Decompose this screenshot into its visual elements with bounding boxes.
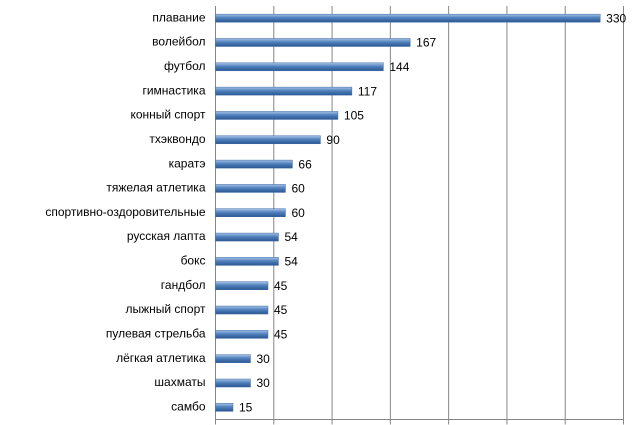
- value-label: 144: [389, 60, 409, 74]
- value-label: 45: [274, 328, 288, 342]
- value-label: 30: [256, 376, 270, 390]
- bar: [215, 378, 251, 388]
- y-tick-label: футбол: [164, 59, 206, 73]
- y-tick-label: лыжный спорт: [125, 302, 206, 316]
- value-label: 45: [274, 279, 288, 293]
- value-label: 60: [291, 182, 305, 196]
- y-tick-label: русская лапта: [127, 229, 206, 243]
- bar: [215, 38, 411, 47]
- y-tick-label: гандбол: [161, 278, 206, 292]
- y-tick-label: волейбол: [152, 35, 205, 49]
- value-label: 90: [326, 133, 340, 147]
- y-tick-label: тяжелая атлетика: [106, 181, 205, 195]
- bar: [215, 86, 353, 96]
- bar: [215, 184, 286, 193]
- y-tick-label: каратэ: [169, 156, 206, 170]
- value-label: 60: [291, 206, 305, 220]
- bar: [215, 281, 269, 290]
- y-tick-label: самбо: [171, 400, 206, 414]
- value-label: 15: [239, 401, 253, 415]
- value-label: 66: [298, 157, 312, 171]
- bar: [215, 305, 269, 315]
- value-label: 330: [606, 11, 626, 25]
- bar: [215, 208, 286, 217]
- y-tick-label: конный спорт: [130, 108, 206, 122]
- y-tick-label: тхэквондо: [149, 132, 205, 146]
- bar: [215, 330, 269, 339]
- value-label: 117: [358, 84, 377, 98]
- y-tick-label: лёгкая атлетика: [116, 351, 206, 365]
- y-tick-label: плавание: [152, 10, 205, 24]
- bar: [215, 135, 321, 145]
- bar: [215, 62, 384, 72]
- bar: [215, 232, 279, 242]
- y-tick-label: пулевая стрельба: [106, 327, 206, 341]
- value-label: 167: [416, 36, 436, 50]
- bar: [215, 13, 601, 23]
- value-label: 45: [274, 303, 288, 317]
- y-tick-label: спортивно-оздоровительные: [45, 205, 205, 219]
- y-tick-label: бокс: [181, 254, 206, 268]
- bar: [215, 111, 339, 120]
- y-tick-label: гимнастика: [142, 83, 205, 97]
- bar: [215, 159, 293, 169]
- value-label: 30: [256, 352, 270, 366]
- value-label: 105: [344, 109, 364, 123]
- bar: [215, 354, 251, 363]
- bar: [215, 257, 279, 266]
- bar: [215, 403, 234, 412]
- value-label: 54: [284, 255, 298, 269]
- value-label: 54: [284, 230, 298, 244]
- y-tick-label: шахматы: [154, 375, 205, 389]
